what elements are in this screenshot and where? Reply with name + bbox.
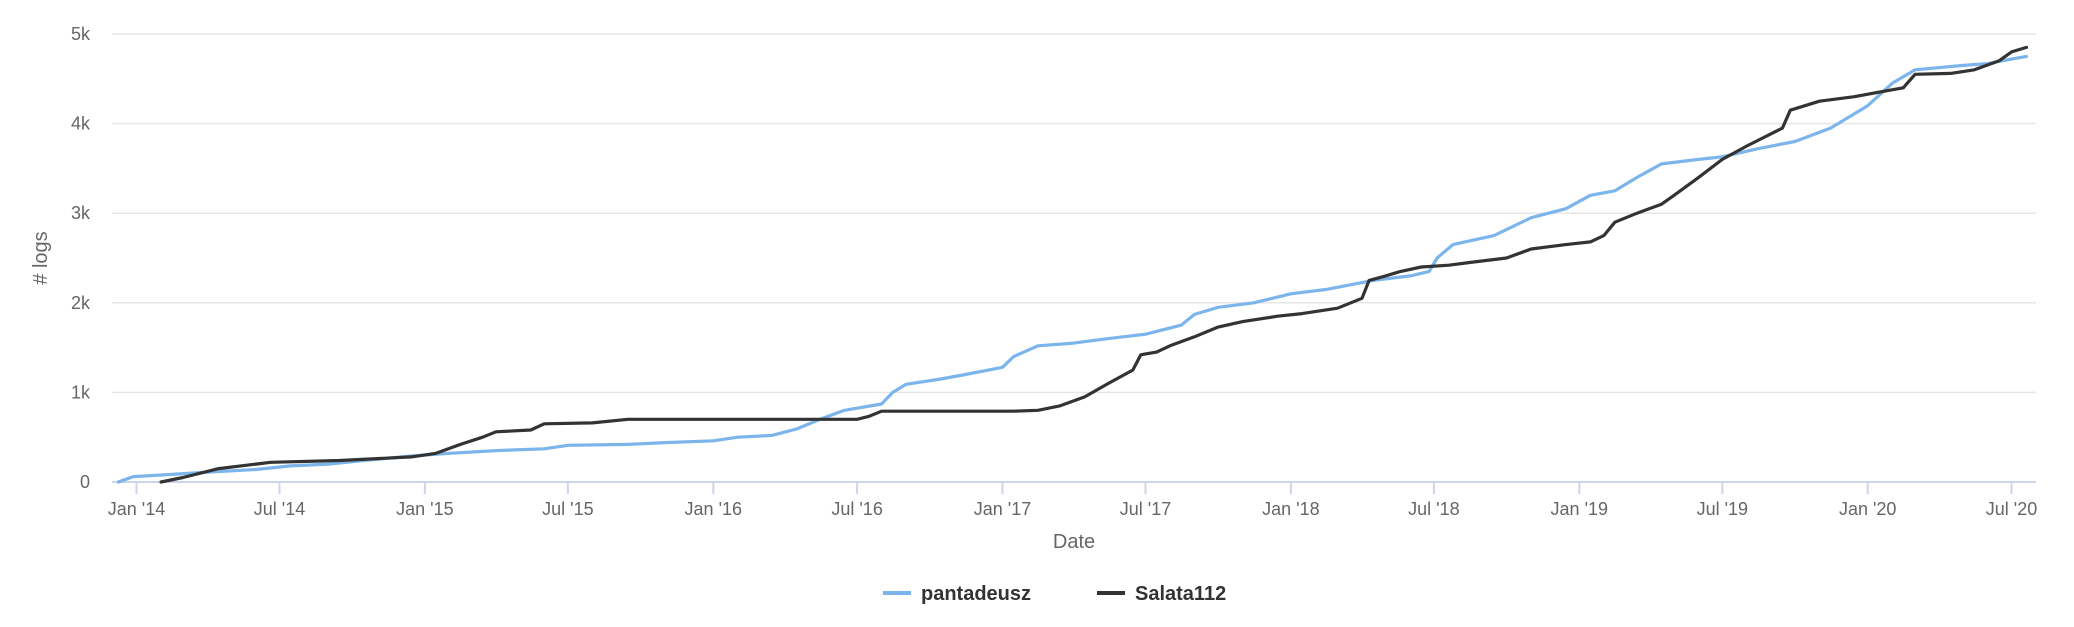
legend-item-salata112: Salata112: [1097, 583, 1226, 605]
x-tick-label: Jan '16: [685, 499, 742, 519]
y-axis-ticks: 0 1k 2k 3k 4k 5k: [71, 24, 91, 492]
y-tick-label: 4k: [71, 114, 91, 134]
series-line-salata112: [159, 45, 2029, 484]
x-tick-label: Jul '15: [542, 499, 593, 519]
legend-label: Salata112: [1135, 583, 1226, 605]
x-tick-label: Jul '14: [254, 499, 305, 519]
y-tick-label: 3k: [71, 203, 91, 223]
grid-lines: [112, 33, 2036, 394]
y-tick-label: 1k: [71, 382, 91, 402]
x-axis-title: Date: [1053, 531, 1095, 553]
x-tick-label: Jul '19: [1697, 499, 1748, 519]
x-axis: Jan '14 Jul '14 Jan '15 Jul '15 Jan '16 Jul '…: [108, 481, 2037, 519]
legend-label: pantadeusz: [921, 583, 1031, 605]
y-tick-label: 2k: [71, 293, 91, 313]
y-tick-label: 0: [80, 472, 90, 492]
x-tick-label: Jul '16: [831, 499, 882, 519]
x-tick-label: Jan '20: [1839, 499, 1896, 519]
x-tick-label: Jan '17: [974, 499, 1031, 519]
x-tick-label: Jan '15: [396, 499, 453, 519]
x-tick-label: Jan '14: [108, 499, 165, 519]
legend-item-pantadeusz: pantadeusz: [883, 583, 1031, 605]
x-tick-label: Jul '17: [1120, 499, 1171, 519]
y-tick-label: 5k: [71, 24, 91, 44]
x-tick-label: Jan '19: [1551, 499, 1608, 519]
legend: pantadeusz Salata112: [883, 583, 1226, 605]
series-lines: [116, 45, 2029, 484]
x-tick-label: Jul '20: [1986, 499, 2037, 519]
series-line-pantadeusz: [116, 54, 2029, 484]
x-tick-label: Jan '18: [1262, 499, 1319, 519]
y-axis-title: # logs: [30, 231, 52, 284]
x-tick-label: Jul '18: [1408, 499, 1459, 519]
